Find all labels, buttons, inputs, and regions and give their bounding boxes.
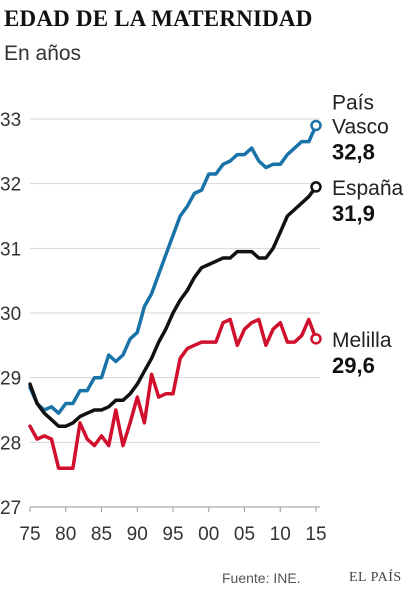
x-tick-label-1995: 95	[162, 524, 183, 545]
x-tick-label-1990: 90	[127, 524, 148, 545]
series-lines	[28, 123, 318, 470]
y-tick-label-32: 32	[0, 175, 21, 196]
x-axis-labels: 75 80 85 90 95 00 05 10 15	[19, 507, 327, 545]
x-tick-label-1985: 85	[91, 524, 112, 545]
series-name-0-1: Vasco	[332, 115, 389, 138]
publisher-logo: EL PAÍS	[349, 570, 402, 585]
source-note: Fuente: INE.	[222, 570, 301, 586]
y-tick-label-27: 27	[0, 498, 21, 519]
x-tick-label-2015: 15	[305, 524, 326, 545]
y-tick-label-33: 33	[0, 110, 21, 131]
series-line-1	[28, 185, 318, 428]
series-name-0-0: País	[332, 91, 374, 114]
y-axis-labels: 27 28 29 30 31 32 33	[0, 110, 21, 519]
x-tick-label-1980: 80	[55, 524, 76, 545]
y-tick-label-31: 31	[0, 239, 21, 260]
chart-title: EDAD DE LA MATERNIDAD	[4, 6, 313, 31]
series-value-2: 29,6	[332, 353, 375, 378]
y-tick-label-28: 28	[0, 433, 21, 454]
series-value-0: 32,8	[332, 139, 375, 164]
series-line-0	[28, 123, 318, 415]
y-tick-label-30: 30	[0, 304, 21, 325]
gridlines	[30, 118, 320, 508]
series-end-markers	[310, 119, 322, 345]
series-name-2-0: Melilla	[332, 329, 392, 352]
y-tick-label-29: 29	[0, 369, 21, 390]
series-end-marker-1	[310, 181, 322, 193]
x-tick-label-2010: 10	[270, 524, 291, 545]
x-tick-label-2000: 00	[198, 524, 219, 545]
chart-subtitle: En años	[4, 42, 82, 65]
series-value-1: 31,9	[332, 201, 375, 226]
x-tick-label-1975: 75	[19, 524, 40, 545]
x-tick-label-2005: 05	[234, 524, 255, 545]
series-end-marker-2	[310, 333, 322, 345]
series-name-1-0: España	[332, 177, 404, 200]
series-end-marker-0	[310, 119, 322, 132]
series-line-2	[28, 317, 318, 470]
